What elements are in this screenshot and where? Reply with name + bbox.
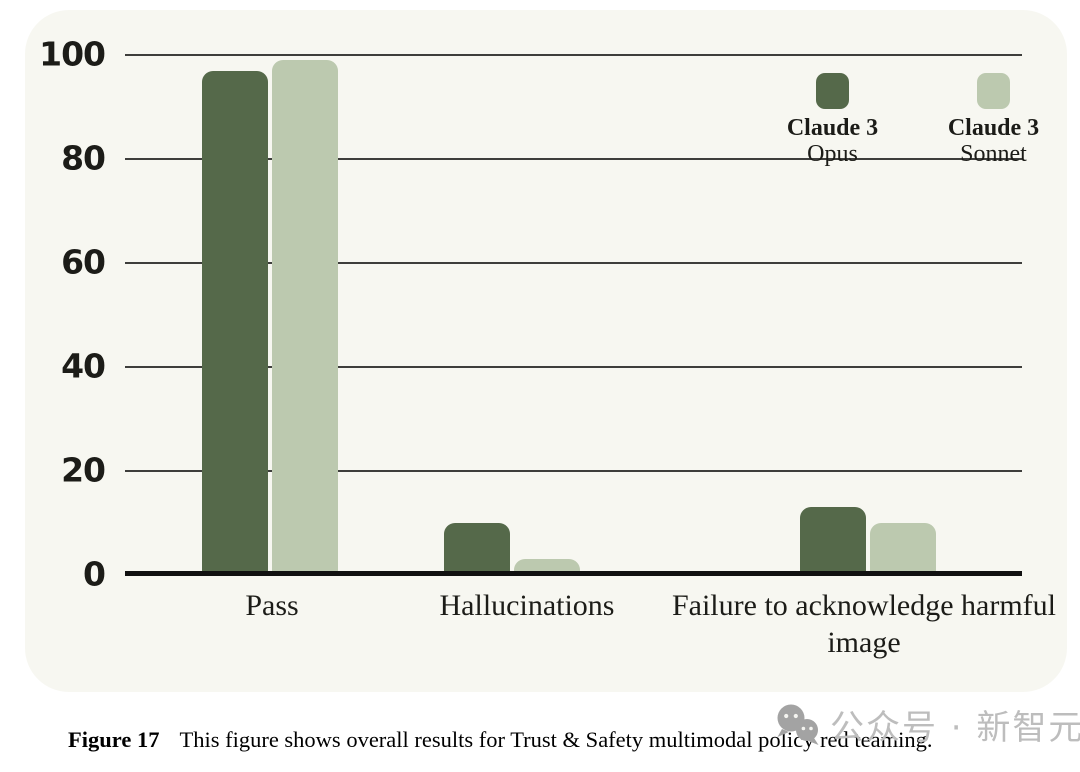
category-label-2: Failure to acknowledge harmful image: [671, 589, 1057, 659]
legend-label-opus-line1: Claude 3: [786, 115, 879, 141]
y-tick-label-0: 0: [83, 554, 106, 594]
bar-opus-1: [444, 523, 510, 575]
watermark-text: 公众号 · 新智元: [830, 708, 1080, 748]
legend-label-sonnet-line2: Sonnet: [960, 141, 1027, 168]
caption-label: Figure 17: [68, 727, 160, 752]
y-tick-label-100: 100: [39, 34, 106, 74]
gridline-20: [125, 470, 1022, 472]
y-tick-label-60: 60: [61, 242, 106, 282]
bar-sonnet-0: [272, 60, 338, 575]
legend-label-opus-line2: Opus: [807, 141, 858, 168]
legend-label-sonnet-line1: Claude 3: [947, 115, 1040, 141]
y-tick-label-80: 80: [61, 138, 106, 178]
gridline-40: [125, 366, 1022, 368]
legend-item-sonnet: Claude 3 Sonnet: [924, 73, 1063, 169]
legend-item-opus: Claude 3 Opus: [763, 73, 902, 169]
watermark: 公众号 · 新智元: [774, 700, 1080, 749]
gridline-80: [125, 158, 1022, 160]
y-tick-label-40: 40: [61, 346, 106, 386]
category-label-1: Hallucinations: [439, 589, 615, 622]
y-tick-label-20: 20: [61, 450, 106, 490]
x-axis-line: [125, 571, 1022, 576]
legend: Claude 3 Opus Claude 3 Sonnet: [763, 73, 1063, 169]
opus-swatch: [816, 73, 849, 109]
bar-sonnet-2: [870, 523, 936, 575]
wechat-icon: [777, 704, 819, 745]
gridline-100: [125, 54, 1022, 56]
chart-card: Claude 3 Opus Claude 3 Sonnet: [25, 10, 1067, 692]
gridline-60: [125, 262, 1022, 264]
bar-opus-2: [800, 507, 866, 575]
category-label-0: Pass: [245, 589, 299, 622]
sonnet-swatch: [977, 73, 1010, 109]
bar-opus-0: [202, 70, 268, 575]
